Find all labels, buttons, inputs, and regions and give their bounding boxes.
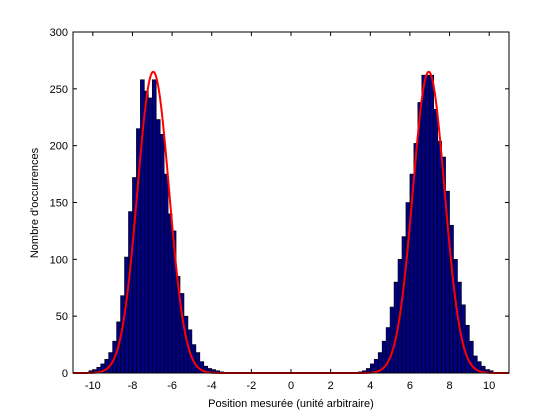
x-tick-label: -10 xyxy=(85,380,101,392)
histogram-bar xyxy=(167,213,173,374)
x-tick-label: 6 xyxy=(407,380,413,392)
histogram-bar xyxy=(195,352,201,374)
histogram-bar xyxy=(159,134,165,374)
x-axis-ticks: -10 -8 -6 -4 -2 0 2 4 6 8 10 xyxy=(85,32,495,392)
y-tick-label: 250 xyxy=(50,84,68,96)
y-axis-ticks: 0 50 100 150 200 250 300 xyxy=(50,27,509,380)
x-axis-label: Position mesurée (unité arbitraire) xyxy=(208,398,374,410)
histogram-bar xyxy=(155,119,161,374)
x-tick-label: -8 xyxy=(128,380,138,392)
y-tick-label: 0 xyxy=(62,368,68,380)
histogram-bar xyxy=(144,90,149,374)
x-tick-label: 2 xyxy=(328,380,334,392)
x-tick-label: 0 xyxy=(288,380,294,392)
histogram-bar xyxy=(469,340,474,374)
histogram-bar xyxy=(385,327,391,374)
y-axis-label: Nombre d'occurrences xyxy=(29,147,41,258)
x-tick-label: -6 xyxy=(167,380,177,392)
histogram-bar xyxy=(389,306,395,374)
y-tick-label: 50 xyxy=(56,311,68,323)
y-tick-label: 300 xyxy=(50,27,68,39)
y-tick-label: 150 xyxy=(50,198,68,210)
y-tick-label: 100 xyxy=(50,254,68,266)
histogram-bar xyxy=(128,211,133,374)
x-tick-label: 4 xyxy=(367,380,373,392)
histogram-bar xyxy=(437,140,442,374)
x-tick-label: 10 xyxy=(483,380,495,392)
histogram-bar xyxy=(429,74,434,374)
histogram-bar xyxy=(417,102,423,374)
x-tick-label: 8 xyxy=(446,380,452,392)
histogram-bar xyxy=(425,74,431,374)
histogram-bar xyxy=(465,324,470,374)
y-tick-label: 200 xyxy=(50,141,68,153)
x-tick-label: -4 xyxy=(207,380,217,392)
histogram-bar xyxy=(433,108,438,374)
histogram-bar xyxy=(421,74,427,374)
histogram-bar xyxy=(148,97,153,374)
histogram-bar xyxy=(151,79,157,374)
histogram-bar xyxy=(401,236,407,374)
x-tick-label: -2 xyxy=(246,380,256,392)
histogram-bar xyxy=(163,173,169,374)
